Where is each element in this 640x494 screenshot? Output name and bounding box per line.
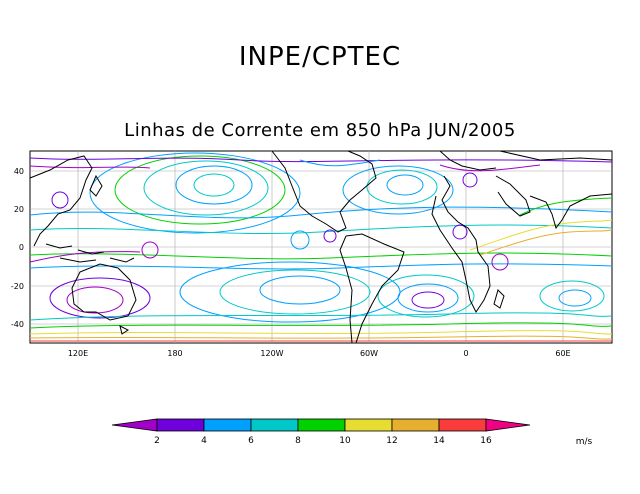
legend-label: 8 xyxy=(295,436,301,446)
legend-swatch xyxy=(344,418,393,432)
legend-swatch xyxy=(438,418,487,432)
x-tick-label: 60E xyxy=(555,349,570,358)
y-tick-label: -20 xyxy=(11,282,24,291)
legend-label: 4 xyxy=(201,436,207,446)
legend-label: 16 xyxy=(480,436,492,446)
legend-label: 10 xyxy=(339,436,351,446)
legend-swatch xyxy=(250,418,299,432)
legend-label: 12 xyxy=(386,436,397,446)
y-tick-label: 0 xyxy=(19,243,24,252)
y-tick-label: 20 xyxy=(14,205,24,214)
page-title: INPE/CPTEC xyxy=(238,42,402,72)
y-axis: 40 20 0 -20 -40 xyxy=(11,167,24,329)
y-tick-label: -40 xyxy=(11,320,24,329)
x-tick-label: 60W xyxy=(360,349,378,358)
x-tick-label: 0 xyxy=(463,349,468,358)
legend-labels: 2 4 6 8 10 12 14 16 xyxy=(154,436,492,446)
map-subtitle: Linhas de Corrente em 850 hPa JUN/2005 xyxy=(124,120,516,141)
legend-swatch xyxy=(297,418,346,432)
legend-label: 2 xyxy=(154,436,160,446)
legend-swatch xyxy=(391,418,440,432)
y-tick-label: 40 xyxy=(14,167,24,176)
legend-label: 14 xyxy=(433,436,445,446)
legend-arrow-right xyxy=(485,418,531,432)
color-legend xyxy=(111,418,531,432)
legend-label: 6 xyxy=(248,436,254,446)
x-tick-label: 120E xyxy=(68,349,88,358)
x-axis: 120E 180 120W 60W 0 60E xyxy=(68,349,571,358)
streamlines xyxy=(29,152,613,342)
grid xyxy=(30,151,612,343)
x-tick-label: 120W xyxy=(260,349,283,358)
legend-unit: m/s xyxy=(576,437,593,447)
legend-arrow-left xyxy=(111,418,158,432)
x-tick-label: 180 xyxy=(167,349,182,358)
legend-swatch xyxy=(203,418,252,432)
coastlines xyxy=(29,150,613,344)
legend-swatch xyxy=(156,418,205,432)
